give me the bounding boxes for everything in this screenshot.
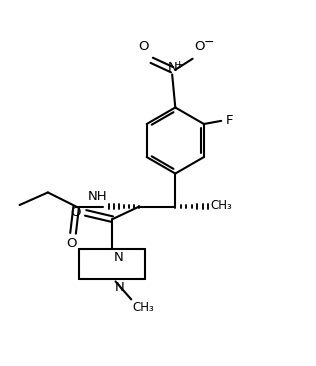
Text: N: N (167, 60, 177, 74)
Text: O: O (70, 206, 81, 219)
Text: N: N (115, 280, 125, 294)
Text: O: O (66, 237, 77, 250)
Text: CH₃: CH₃ (133, 301, 155, 314)
Text: O: O (139, 40, 149, 53)
Text: CH₃: CH₃ (211, 198, 233, 212)
Text: +: + (175, 60, 185, 70)
Text: O: O (194, 40, 205, 53)
Text: NH: NH (88, 190, 108, 203)
Text: F: F (226, 114, 234, 127)
Text: N: N (114, 251, 124, 264)
Text: −: − (204, 36, 214, 49)
